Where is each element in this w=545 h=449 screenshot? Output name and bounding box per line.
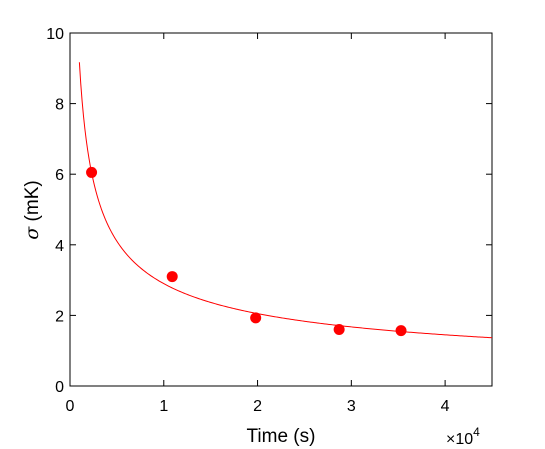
- y-tick-label-2: 4: [55, 238, 64, 255]
- x-tick-label-1: 1: [159, 398, 168, 415]
- data-points-layer: [86, 166, 407, 337]
- x-tick-label-2: 2: [253, 398, 262, 415]
- y-tick-label-5: 10: [46, 26, 64, 43]
- x-tick-label-0: 0: [66, 398, 75, 415]
- fit-curve-layer: [78, 62, 493, 339]
- y-tick-label-3: 6: [55, 167, 64, 184]
- y-axis-unit: (mK): [22, 180, 43, 226]
- data-point-4: [395, 325, 407, 337]
- plot-area: [69, 32, 493, 387]
- y-tick-label-4: 8: [55, 97, 64, 114]
- x-multiplier-base: ×10: [446, 431, 473, 448]
- y-axis-label: σ (mK): [21, 180, 43, 239]
- x-axis-ticks: 0 1 2 3 4: [66, 33, 450, 415]
- data-point-0: [86, 166, 98, 178]
- x-axis-label: Time (s): [247, 426, 316, 447]
- y-axis-symbol: σ: [21, 226, 43, 240]
- x-multiplier-exponent: 4: [473, 425, 480, 439]
- y-tick-label-0: 0: [55, 379, 64, 396]
- data-point-3: [333, 324, 345, 336]
- data-point-2: [250, 312, 262, 324]
- data-point-1: [166, 271, 178, 283]
- x-tick-label-4: 4: [441, 398, 450, 415]
- y-tick-label-1: 2: [55, 308, 64, 325]
- x-tick-label-3: 3: [347, 398, 356, 415]
- x-axis-multiplier: ×104: [446, 425, 480, 448]
- fit-curve: [78, 62, 493, 339]
- y-axis-ticks: 0 2 4 6 8 10: [46, 26, 492, 396]
